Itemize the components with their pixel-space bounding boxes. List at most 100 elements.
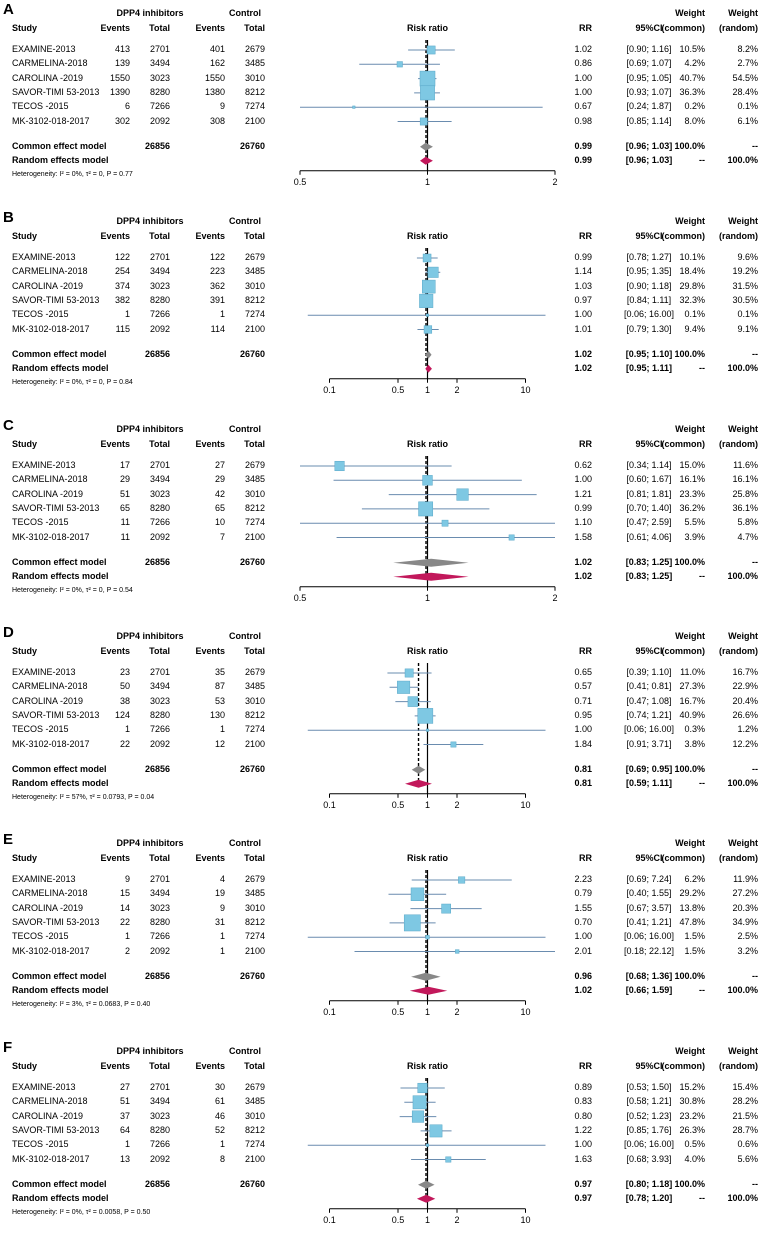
random-weight-common: -- — [699, 1192, 705, 1203]
random-rr: 0.97 — [574, 1192, 592, 1203]
total-dpp4: 3494 — [149, 58, 170, 69]
common-total-control: 26760 — [239, 348, 265, 359]
total-dpp4: 7266 — [149, 1139, 170, 1150]
study-name: CARMELINA-2018 — [12, 1096, 88, 1107]
study-name: MK-3102-018-2017 — [12, 1153, 90, 1164]
total-dpp4: 3023 — [149, 1110, 170, 1121]
rr-value: 1.00 — [574, 72, 592, 83]
study-name: CARMELINA-2018 — [12, 58, 88, 69]
study-name: CARMELINA-2018 — [12, 266, 88, 277]
weight-common: 10.1% — [679, 252, 705, 262]
group2-header: Control — [229, 424, 261, 434]
weight-random: 11.6% — [733, 460, 758, 470]
random-model-label: Random effects model — [12, 570, 109, 581]
random-ci: [0.78; 1.20] — [625, 1192, 673, 1203]
total-dpp4: 8280 — [149, 1124, 170, 1135]
total-control: 7274 — [244, 724, 265, 735]
study-box — [411, 1110, 425, 1123]
weight-common: 3.8% — [684, 738, 705, 749]
study-box — [407, 696, 419, 707]
rr-value: 0.79 — [574, 888, 592, 899]
common-weight-random: -- — [752, 1178, 758, 1189]
rr-value: 1.22 — [574, 1124, 592, 1135]
risk-ratio-header: Risk ratio — [406, 646, 448, 656]
rr-value: 1.00 — [574, 86, 592, 97]
events-dpp4: 124 — [114, 709, 130, 720]
weight-common: 16.7% — [679, 695, 705, 706]
weight-random: 2.7% — [737, 58, 758, 69]
ci-value: [0.69; 1.07] — [626, 58, 672, 69]
rr-value: 1.00 — [574, 724, 592, 735]
events-dpp4: 50 — [119, 681, 130, 692]
forest-panel-a: A DPP4 inhibitors Control Weight Weight Study… — [0, 0, 765, 208]
x-tick-label: 10 — [520, 800, 530, 810]
common-model-label: Common effect model — [12, 348, 107, 359]
random-effect-diamond — [393, 572, 469, 581]
group1-header: DPP4 inhibitors — [116, 8, 184, 18]
common-weight-random: -- — [752, 970, 758, 981]
events-dpp4: 17 — [119, 460, 130, 470]
events-control: 223 — [209, 266, 225, 277]
events-dpp4: 1 — [124, 309, 130, 320]
risk-ratio-header: Risk ratio — [406, 439, 448, 449]
weight-random: 11.9% — [733, 874, 758, 884]
total-dpp4: 2092 — [149, 738, 170, 749]
weight-common: 0.2% — [684, 101, 705, 112]
events-control: 65 — [214, 502, 225, 513]
common-total-control: 26760 — [239, 763, 265, 774]
weight-common: 1.5% — [684, 931, 705, 942]
events-dpp4: 38 — [119, 695, 130, 706]
total-control: 8212 — [244, 709, 265, 720]
weight-random-header: Weight — [728, 216, 758, 226]
events-dpp4: 65 — [119, 502, 130, 513]
weight-random: 9.1% — [737, 323, 758, 334]
random-effect-diamond — [405, 779, 432, 788]
weight-common-header: Weight — [675, 1046, 705, 1056]
common-weight-random: -- — [752, 763, 758, 774]
rr-header: RR — [579, 646, 592, 656]
total2-header: Total — [244, 439, 265, 449]
rr-value: 0.57 — [574, 681, 592, 692]
total-control: 2100 — [244, 531, 265, 542]
events-control: 29 — [214, 474, 225, 485]
study-name: EXAMINE-2013 — [12, 44, 76, 54]
weight-common: 36.3% — [679, 86, 705, 97]
x-tick-label: 1 — [425, 800, 430, 810]
study-box — [419, 293, 434, 308]
weight-random: 0.6% — [737, 1139, 758, 1150]
total-control: 3010 — [244, 72, 265, 83]
weight-random: 20.4% — [732, 695, 758, 706]
common-total-dpp4: 26856 — [144, 763, 170, 774]
forest-panel-f: F DPP4 inhibitors Control Weight Weight Study… — [0, 1038, 765, 1246]
study-name: CAROLINA -2019 — [12, 72, 84, 83]
rr-header: RR — [579, 23, 592, 33]
rr-value: 0.89 — [574, 1082, 592, 1092]
ci-header: 95%CI — [635, 439, 663, 449]
total-control: 2679 — [244, 667, 265, 677]
total-dpp4: 2092 — [149, 1153, 170, 1164]
common-effect-diamond — [411, 765, 426, 774]
common-rr: 0.97 — [574, 1178, 592, 1189]
weight-common: 0.5% — [684, 1139, 705, 1150]
events-dpp4: 6 — [124, 101, 130, 112]
risk-ratio-header: Risk ratio — [406, 1061, 448, 1071]
events-control: 162 — [209, 58, 225, 69]
random-weight-header: (random) — [719, 646, 758, 656]
events-control: 401 — [209, 44, 225, 54]
x-tick-label: 10 — [520, 1215, 530, 1225]
weight-random: 21.5% — [732, 1110, 758, 1121]
total1-header: Total — [149, 23, 170, 33]
panel-label: F — [3, 1039, 13, 1056]
group2-header: Control — [229, 8, 261, 18]
total-dpp4: 2701 — [149, 252, 170, 262]
total-dpp4: 3023 — [149, 488, 170, 499]
weight-common-header: Weight — [675, 8, 705, 18]
random-weight-common: -- — [699, 570, 705, 581]
total-control: 2679 — [244, 44, 265, 54]
total-control: 2100 — [244, 738, 265, 749]
total-dpp4: 8280 — [149, 916, 170, 927]
total-control: 3485 — [244, 681, 265, 692]
ci-value: [0.67; 3.57] — [626, 902, 672, 913]
rr-value: 0.86 — [574, 58, 592, 69]
weight-common: 9.4% — [684, 323, 705, 334]
